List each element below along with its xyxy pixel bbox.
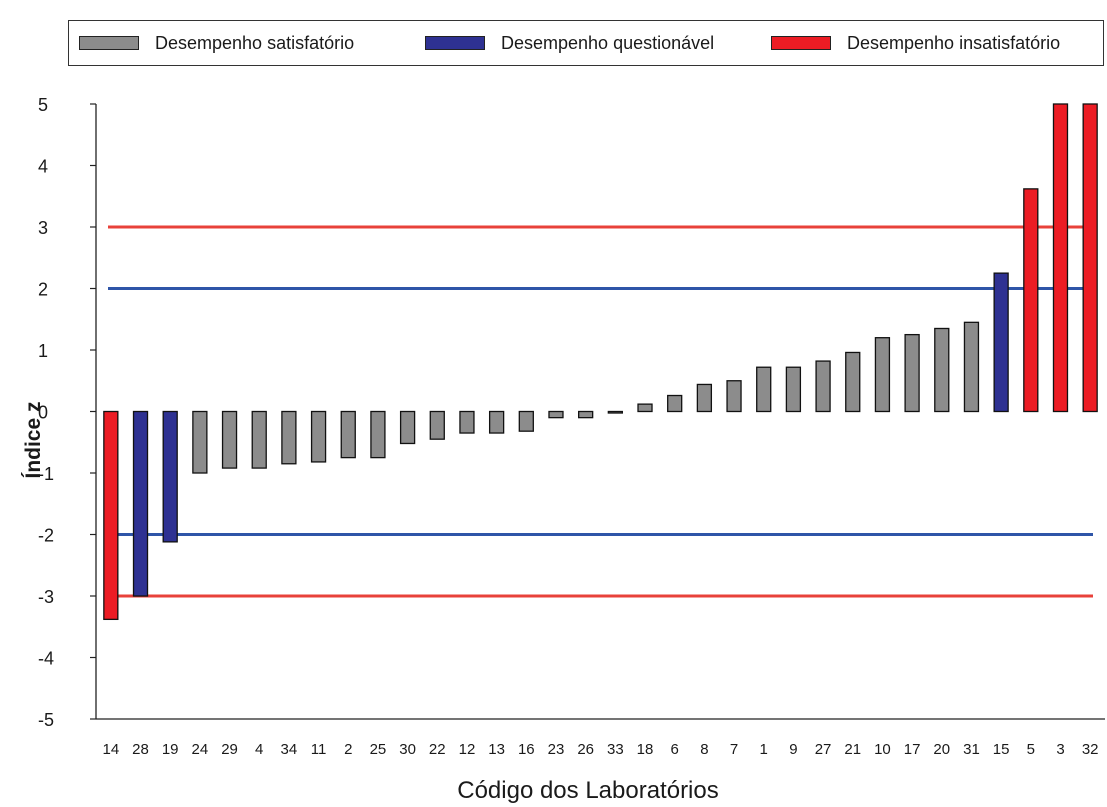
x-category-label: 14 <box>102 741 119 758</box>
y-tick-label: -3 <box>38 587 54 607</box>
bar-lab-6 <box>667 394 683 413</box>
bar-lab-13 <box>488 410 505 434</box>
x-category-label: 6 <box>671 741 679 758</box>
x-category-label: 27 <box>815 741 832 758</box>
y-tick-label: -1 <box>38 464 54 484</box>
x-category-label: 28 <box>132 741 149 758</box>
bar-lab-19 <box>162 410 178 543</box>
bar-lab-15 <box>993 272 1009 413</box>
bar-lab-5 <box>1023 188 1039 413</box>
bar-lab-22 <box>429 410 445 440</box>
x-category-label: 29 <box>221 741 238 758</box>
bar-lab-33 <box>607 410 623 414</box>
bar-lab-27 <box>815 360 831 413</box>
reference-lines <box>108 225 1093 598</box>
bar-lab-9 <box>785 366 802 413</box>
x-category-label: 17 <box>904 741 921 758</box>
y-tick-label: -2 <box>38 526 54 546</box>
x-category-label: 1 <box>760 741 768 758</box>
x-category-label: 21 <box>844 741 861 758</box>
legend-label-satisfactory: Desempenho satisfatório <box>155 32 355 53</box>
bar-lab-30 <box>399 410 416 445</box>
legend-label-unsatisfactory: Desempenho insatisfatório <box>847 32 1061 53</box>
bar-lab-28 <box>132 410 149 597</box>
x-category-label: 8 <box>700 741 708 758</box>
y-tick-label: 1 <box>38 341 48 361</box>
bars <box>103 103 1098 621</box>
y-tick-label: 4 <box>38 157 48 177</box>
bar-lab-26 <box>578 410 594 419</box>
x-category-label: 33 <box>607 741 624 758</box>
bar-lab-20 <box>934 327 950 413</box>
bar-lab-18 <box>637 403 653 413</box>
x-category-label: 34 <box>281 741 298 758</box>
x-category-label: 9 <box>789 741 797 758</box>
x-axis-category-labels: 14 28 19 24 29 4 34 11 2 25 30 22 12 13 16 23 26 33 18 6 8 7 1… <box>102 741 1098 758</box>
x-category-label: 18 <box>637 741 654 758</box>
y-tick-label: 5 <box>38 95 48 115</box>
x-category-label: 12 <box>459 741 476 758</box>
x-category-label: 3 <box>1056 741 1064 758</box>
y-tick-label: 2 <box>38 280 48 300</box>
x-category-label: 4 <box>255 741 263 758</box>
x-axis-title: Código dos Laboratórios <box>457 777 719 804</box>
bar-lab-29 <box>221 410 238 469</box>
x-category-label: 31 <box>963 741 980 758</box>
bar-lab-31 <box>963 321 980 413</box>
legend-swatch-unsatisfactory <box>771 36 831 50</box>
bar-lab-16 <box>518 410 534 432</box>
bar-lab-34 <box>281 410 297 465</box>
bar-lab-23 <box>548 410 564 419</box>
x-category-label: 19 <box>162 741 179 758</box>
bar-lab-12 <box>459 410 475 434</box>
x-category-label: 13 <box>488 741 505 758</box>
bar-lab-4 <box>251 410 267 469</box>
x-category-label: 24 <box>192 741 209 758</box>
bar-lab-14 <box>103 410 119 621</box>
x-category-label: 15 <box>993 741 1010 758</box>
y-tick-label: 3 <box>38 218 48 238</box>
legend-swatch-questionable <box>425 36 485 50</box>
x-category-label: 30 <box>399 741 416 758</box>
y-tick-label: 0 <box>38 403 48 423</box>
y-tick-label: -5 <box>38 710 54 730</box>
y-axis-ticks: 5 4 3 2 1 0 -1 -2 -3 -4 -5 <box>38 95 96 730</box>
bar-lab-11 <box>310 410 327 463</box>
bar-lab-2 <box>340 410 356 459</box>
legend-swatch-satisfactory <box>79 36 139 50</box>
bar-lab-7 <box>726 380 742 413</box>
x-category-label: 11 <box>311 741 327 758</box>
x-category-label: 22 <box>429 741 446 758</box>
x-category-label: 7 <box>730 741 738 758</box>
bar-lab-10 <box>874 337 891 413</box>
x-category-label: 26 <box>577 741 594 758</box>
legend-item-questionable: Desempenho questionável <box>425 33 714 53</box>
x-category-label: 25 <box>370 741 387 758</box>
legend-item-satisfactory: Desempenho satisfatório <box>79 33 354 53</box>
x-category-label: 5 <box>1027 741 1035 758</box>
x-category-label: 10 <box>874 741 891 758</box>
legend-item-unsatisfactory: Desempenho insatisfatório <box>771 33 1060 53</box>
x-category-label: 16 <box>518 741 535 758</box>
bar-lab-24 <box>192 410 208 474</box>
x-category-label: 2 <box>344 741 352 758</box>
x-category-label: 23 <box>548 741 565 758</box>
legend-label-questionable: Desempenho questionável <box>501 32 715 53</box>
x-category-label: 32 <box>1082 741 1099 758</box>
bar-lab-8 <box>696 383 713 413</box>
bar-lab-25 <box>370 410 386 459</box>
bar-lab-17 <box>904 333 920 413</box>
legend: Desempenho satisfatório Desempenho quest… <box>68 20 1104 66</box>
bar-lab-1 <box>756 366 772 413</box>
bar-lab-3 <box>1052 103 1069 413</box>
bar-lab-21 <box>845 351 861 413</box>
y-tick-label: -4 <box>38 649 54 669</box>
y-axis-title: Índice z <box>22 401 45 478</box>
x-category-label: 20 <box>933 741 950 758</box>
bar-lab-32 <box>1082 103 1098 413</box>
